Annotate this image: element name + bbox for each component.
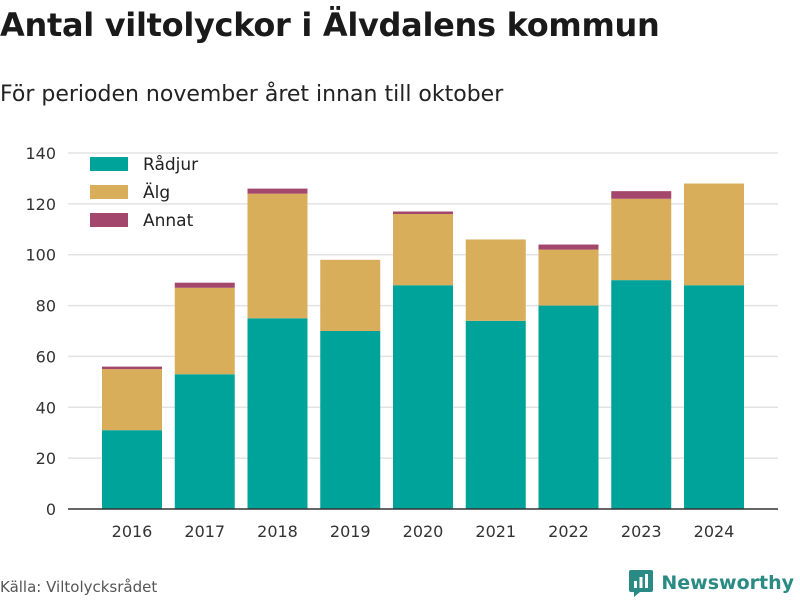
- bar-segment[interactable]: [465, 320, 526, 509]
- legend-label: Älg: [143, 182, 170, 203]
- legend-swatch: [90, 185, 128, 199]
- bar-segment[interactable]: [538, 244, 599, 250]
- x-tick-label: 2020: [403, 522, 444, 541]
- bar-segment[interactable]: [320, 259, 381, 331]
- y-tick-label: 100: [25, 246, 56, 265]
- bar-segment[interactable]: [538, 305, 599, 509]
- bar-segment[interactable]: [247, 318, 308, 509]
- newsworthy-logo-icon: [629, 570, 654, 597]
- bar-segment[interactable]: [320, 331, 381, 509]
- y-tick-label: 80: [36, 297, 56, 316]
- bar-segment[interactable]: [393, 211, 453, 215]
- y-tick-label: 40: [36, 398, 56, 417]
- bar-segment[interactable]: [611, 198, 672, 281]
- x-tick-label: 2022: [548, 522, 589, 541]
- y-tick-label: 60: [36, 347, 56, 366]
- bar-segment[interactable]: [174, 287, 235, 375]
- bar-segment[interactable]: [247, 188, 308, 194]
- x-tick-label: 2021: [475, 522, 516, 541]
- bar-segment[interactable]: [247, 193, 308, 319]
- chart-title: Antal viltolyckor i Älvdalens kommun: [0, 6, 660, 44]
- bar-segment[interactable]: [174, 282, 235, 288]
- y-tick-label: 20: [36, 449, 56, 468]
- legend-swatch: [90, 157, 128, 171]
- legend-label: Annat: [143, 211, 194, 231]
- bar-segment[interactable]: [393, 285, 453, 509]
- x-tick-label: 2017: [184, 522, 225, 541]
- bar-segment[interactable]: [102, 430, 162, 509]
- stacked-bar-chart: 0 20 40 60 80 100 120 140 2016 2017 2018 2019 2020 20…: [25, 144, 778, 541]
- x-tick-label: 2016: [112, 522, 153, 541]
- bar-segment[interactable]: [684, 285, 744, 509]
- bar-segment[interactable]: [684, 183, 744, 286]
- bar-segment[interactable]: [538, 249, 599, 306]
- bar-segment[interactable]: [611, 280, 672, 509]
- source-note: Källa: Viltolycksrådet: [0, 578, 158, 596]
- y-tick-label: 140: [25, 144, 56, 163]
- bar-segment[interactable]: [611, 191, 672, 199]
- bar-segment[interactable]: [393, 214, 453, 286]
- bar-segment[interactable]: [102, 366, 162, 370]
- y-tick-label: 0: [46, 500, 56, 519]
- x-tick-label: 2023: [621, 522, 662, 541]
- x-tick-label: 2019: [330, 522, 371, 541]
- bar-segment[interactable]: [465, 239, 526, 321]
- bar-segment[interactable]: [174, 374, 235, 509]
- brand-name: Newsworthy: [661, 572, 794, 594]
- legend-label: Rådjur: [143, 154, 198, 175]
- brand-logo[interactable]: Newsworthy: [628, 568, 794, 598]
- legend: Rådjur Älg Annat: [90, 154, 198, 231]
- chart-subtitle: För perioden november året innan till ok…: [0, 82, 504, 107]
- bars: [102, 183, 744, 509]
- x-tick-label: 2024: [694, 522, 735, 541]
- bar-segment[interactable]: [102, 369, 162, 431]
- y-tick-label: 120: [25, 195, 56, 214]
- x-tick-label: 2018: [257, 522, 298, 541]
- legend-swatch: [90, 213, 128, 227]
- axes: 0 20 40 60 80 100 120 140 2016 2017 2018 2019 2020 20…: [25, 144, 778, 541]
